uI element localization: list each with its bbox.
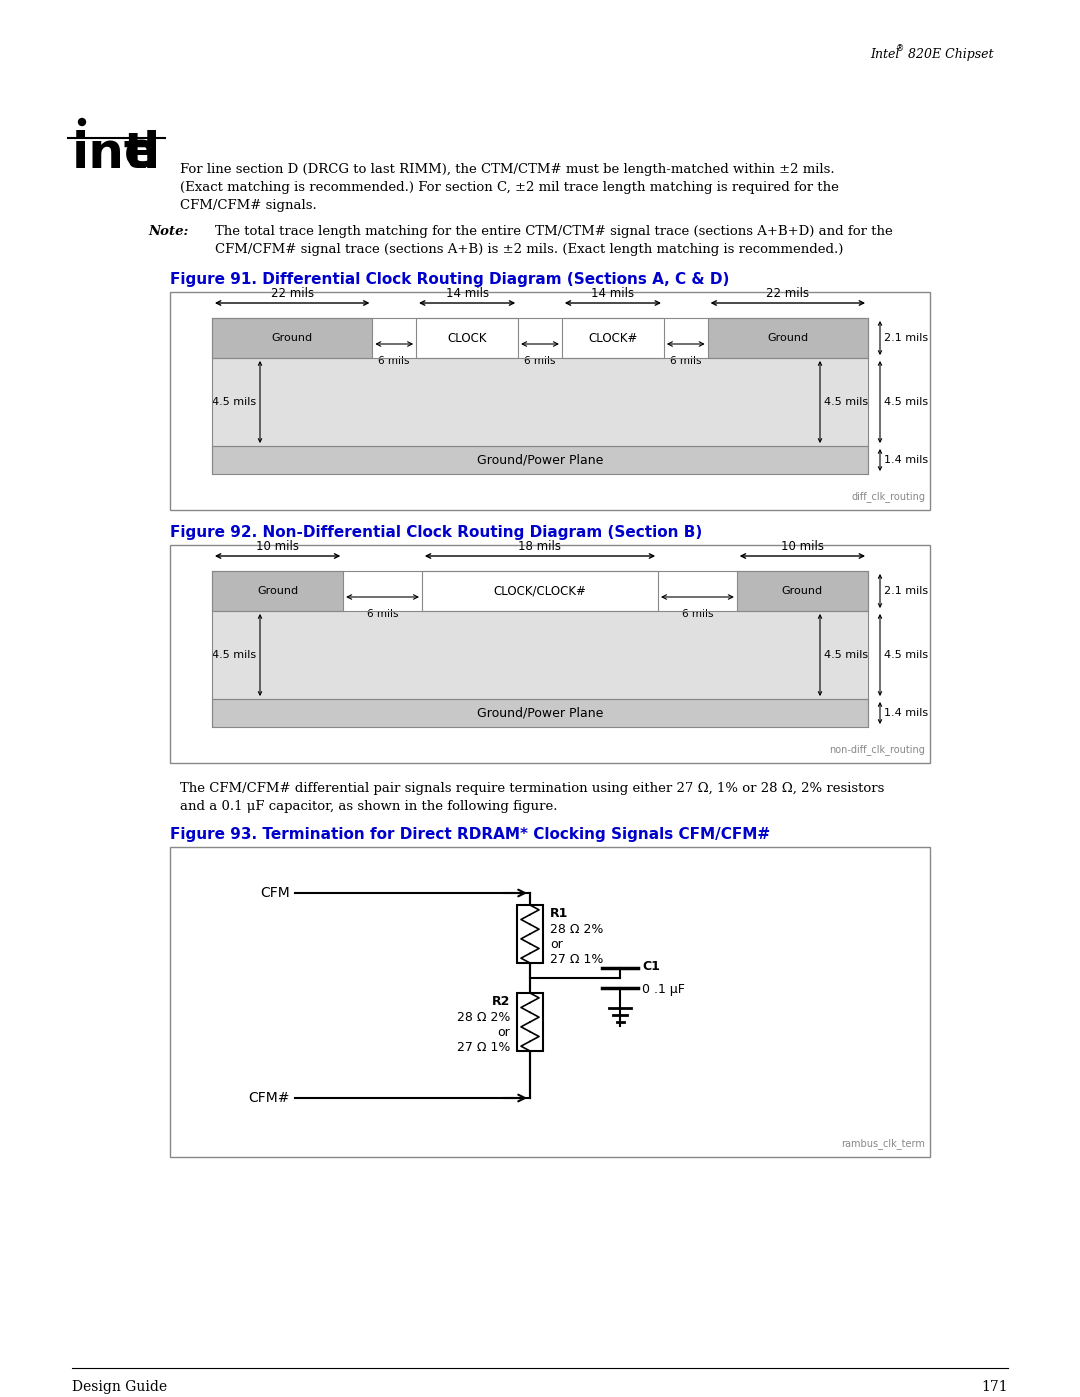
- Text: or: or: [497, 1025, 510, 1039]
- Text: diff_clk_routing: diff_clk_routing: [851, 492, 924, 502]
- Text: 18 mils: 18 mils: [518, 541, 562, 553]
- Text: 171: 171: [982, 1380, 1008, 1394]
- Text: 14 mils: 14 mils: [592, 286, 634, 300]
- Text: rambus_clk_term: rambus_clk_term: [841, 1139, 924, 1148]
- Bar: [707, 319, 868, 358]
- Bar: [562, 319, 664, 358]
- Bar: [212, 571, 343, 610]
- Text: Design Guide: Design Guide: [72, 1380, 167, 1394]
- Text: 0 .1 μF: 0 .1 μF: [642, 983, 685, 996]
- Bar: [212, 610, 868, 698]
- Text: Ground/Power Plane: Ground/Power Plane: [476, 707, 604, 719]
- Text: 27 Ω 1%: 27 Ω 1%: [550, 953, 604, 965]
- Text: 27 Ω 1%: 27 Ω 1%: [457, 1041, 510, 1053]
- Text: The total trace length matching for the entire CTM/CTM# signal trace (sections A: The total trace length matching for the …: [215, 225, 893, 237]
- Circle shape: [79, 119, 85, 126]
- Text: CFM/CFM# signals.: CFM/CFM# signals.: [180, 198, 316, 212]
- Bar: [422, 571, 658, 610]
- Text: R1: R1: [550, 907, 568, 921]
- Text: 6 mils: 6 mils: [367, 609, 399, 619]
- Text: 4.5 mils: 4.5 mils: [212, 397, 256, 407]
- Text: 22 mils: 22 mils: [271, 286, 314, 300]
- Text: 820E Chipset: 820E Chipset: [904, 47, 994, 61]
- Text: 4.5 mils: 4.5 mils: [885, 397, 928, 407]
- Text: 2.1 mils: 2.1 mils: [885, 585, 928, 597]
- Text: 28 Ω 2%: 28 Ω 2%: [550, 923, 604, 936]
- Text: e: e: [124, 130, 158, 177]
- Text: Figure 92. Non-Differential Clock Routing Diagram (Section B): Figure 92. Non-Differential Clock Routin…: [170, 525, 702, 541]
- Text: 6 mils: 6 mils: [670, 356, 702, 366]
- Bar: [517, 993, 543, 1051]
- Text: For line section D (DRCG to last RIMM), the CTM/CTM# must be length-matched with: For line section D (DRCG to last RIMM), …: [180, 163, 835, 176]
- Text: C1: C1: [642, 960, 660, 972]
- Text: Figure 91. Differential Clock Routing Diagram (Sections A, C & D): Figure 91. Differential Clock Routing Di…: [170, 272, 729, 286]
- Text: or: or: [550, 937, 563, 951]
- Text: 1.4 mils: 1.4 mils: [885, 708, 928, 718]
- Bar: [212, 319, 373, 358]
- Bar: [170, 292, 930, 510]
- Bar: [416, 319, 518, 358]
- Text: Figure 93. Termination for Direct RDRAM* Clocking Signals CFM/CFM#: Figure 93. Termination for Direct RDRAM*…: [170, 827, 770, 842]
- Text: 6 mils: 6 mils: [524, 356, 556, 366]
- Text: 28 Ω 2%: 28 Ω 2%: [457, 1011, 510, 1024]
- Text: Note:: Note:: [148, 225, 188, 237]
- Text: R2: R2: [491, 995, 510, 1009]
- Text: CFM/CFM# signal trace (sections A+B) is ±2 mils. (Exact length matching is recom: CFM/CFM# signal trace (sections A+B) is …: [215, 243, 843, 256]
- Bar: [212, 446, 868, 474]
- Text: Ground/Power Plane: Ground/Power Plane: [476, 454, 604, 467]
- Text: 6 mils: 6 mils: [681, 609, 713, 619]
- Text: CLOCK#: CLOCK#: [589, 331, 637, 345]
- Text: The CFM/CFM# differential pair signals require termination using either 27 Ω, 1%: The CFM/CFM# differential pair signals r…: [180, 782, 885, 795]
- Text: CFM#: CFM#: [248, 1091, 291, 1105]
- Bar: [212, 358, 868, 446]
- Text: int: int: [72, 130, 149, 177]
- Text: 14 mils: 14 mils: [446, 286, 488, 300]
- Text: ®: ®: [896, 43, 904, 53]
- Text: (Exact matching is recommended.) For section C, ±2 mil trace length matching is : (Exact matching is recommended.) For sec…: [180, 182, 839, 194]
- Text: CFM: CFM: [260, 886, 291, 900]
- Text: 4.5 mils: 4.5 mils: [885, 650, 928, 659]
- Text: Ground: Ground: [271, 332, 313, 344]
- Text: 4.5 mils: 4.5 mils: [824, 650, 868, 659]
- Text: Ground: Ground: [257, 585, 298, 597]
- Text: 1.4 mils: 1.4 mils: [885, 455, 928, 465]
- Text: 4.5 mils: 4.5 mils: [824, 397, 868, 407]
- Text: Intel: Intel: [870, 47, 900, 61]
- Text: non-diff_clk_routing: non-diff_clk_routing: [829, 745, 924, 754]
- Text: 4.5 mils: 4.5 mils: [212, 650, 256, 659]
- Bar: [170, 545, 930, 763]
- Text: l: l: [143, 130, 160, 177]
- Text: 6 mils: 6 mils: [378, 356, 410, 366]
- Text: CLOCK: CLOCK: [447, 331, 487, 345]
- Text: CLOCK/CLOCK#: CLOCK/CLOCK#: [494, 584, 586, 598]
- Bar: [517, 905, 543, 963]
- Text: 2.1 mils: 2.1 mils: [885, 332, 928, 344]
- Text: 10 mils: 10 mils: [256, 541, 299, 553]
- Text: Ground: Ground: [767, 332, 809, 344]
- Text: 22 mils: 22 mils: [766, 286, 809, 300]
- Bar: [170, 847, 930, 1157]
- Bar: [737, 571, 868, 610]
- Bar: [212, 698, 868, 726]
- Text: Ground: Ground: [782, 585, 823, 597]
- Text: 10 mils: 10 mils: [781, 541, 824, 553]
- Text: and a 0.1 μF capacitor, as shown in the following figure.: and a 0.1 μF capacitor, as shown in the …: [180, 800, 557, 813]
